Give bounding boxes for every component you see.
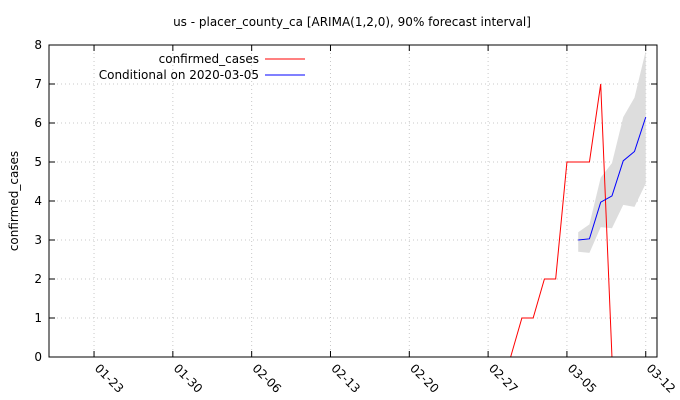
legend: confirmed_cases Conditional on 2020-03-0… — [99, 52, 305, 82]
grid — [49, 45, 657, 357]
series-line-0 — [510, 83, 613, 358]
legend-label-conditional: Conditional on 2020-03-05 — [99, 68, 259, 82]
series-layer — [510, 83, 647, 358]
x-tick-label: 02-06 — [250, 361, 285, 396]
y-axis: 0 1 2 3 4 5 6 7 8 — [34, 38, 657, 364]
forecast-interval-band — [578, 50, 646, 253]
y-tick-label: 8 — [34, 38, 42, 52]
x-axis: 01-23 01-30 02-06 02-13 02-20 02-27 03-05 03-12 — [92, 45, 678, 396]
x-tick-label: 01-30 — [171, 361, 206, 396]
x-tick-label: 02-20 — [407, 361, 442, 396]
legend-label-confirmed-cases: confirmed_cases — [159, 52, 259, 66]
y-tick-label: 3 — [34, 233, 42, 247]
y-tick-label: 4 — [34, 194, 42, 208]
x-tick-label: 03-05 — [565, 361, 600, 396]
y-axis-label: confirmed_cases — [7, 151, 21, 251]
y-tick-label: 0 — [34, 350, 42, 364]
chart-title: us - placer_county_ca [ARIMA(1,2,0), 90%… — [173, 15, 531, 29]
series-line-1 — [578, 116, 647, 241]
y-tick-label: 7 — [34, 77, 42, 91]
y-tick-label: 6 — [34, 116, 42, 130]
y-tick-label: 2 — [34, 272, 42, 286]
x-tick-label: 01-23 — [92, 361, 127, 396]
y-tick-label: 1 — [34, 311, 42, 325]
x-tick-label: 02-27 — [486, 361, 521, 396]
x-tick-label: 03-12 — [644, 361, 679, 396]
x-tick-label: 02-13 — [328, 361, 363, 396]
y-tick-label: 5 — [34, 155, 42, 169]
